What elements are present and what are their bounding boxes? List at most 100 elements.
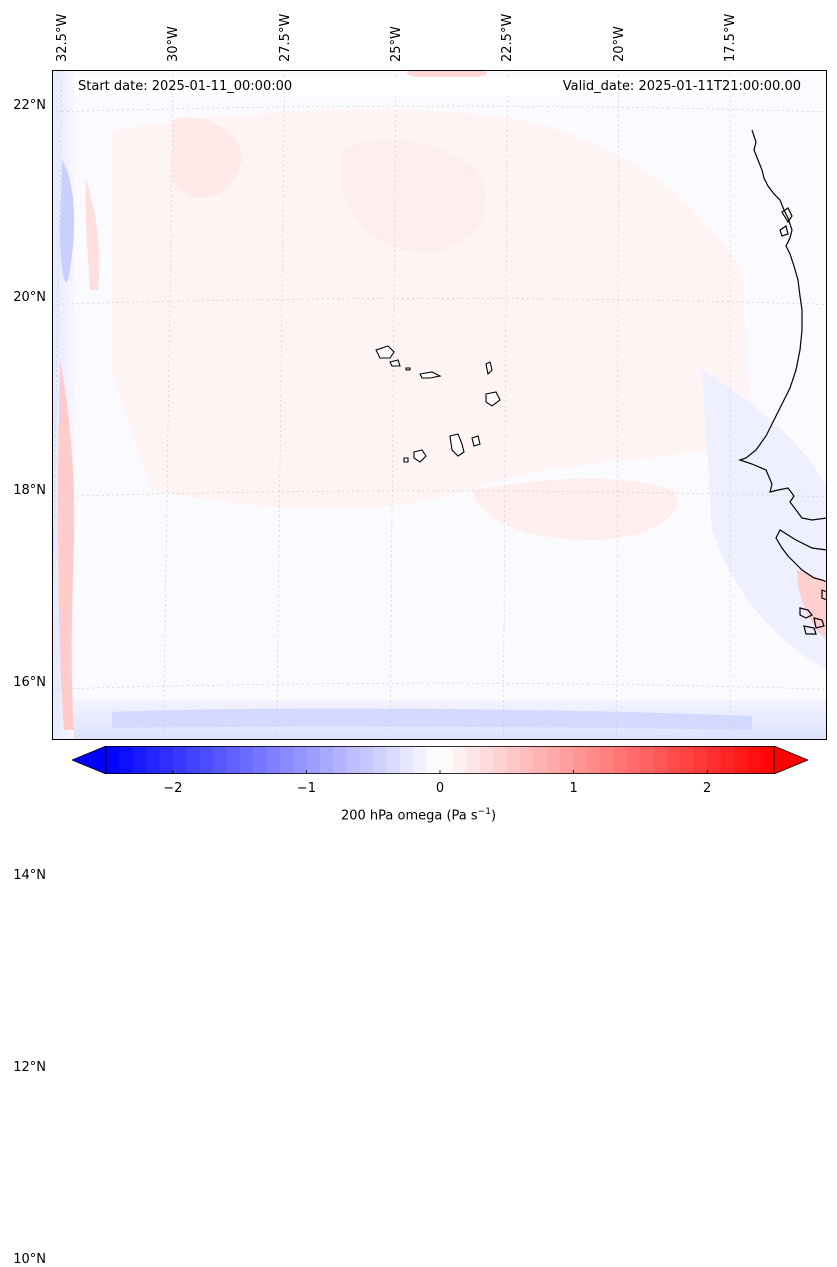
island-maio [471, 435, 481, 447]
colorbar-segment [613, 746, 628, 774]
latitude-label: 22°N [13, 98, 46, 113]
africa-coastline [738, 129, 827, 521]
island-fogo [413, 449, 427, 463]
colorbar-segment [346, 746, 361, 774]
longitude-label-text: 22.5°W [500, 13, 516, 62]
colorbar-segment [720, 746, 735, 774]
map-canvas [52, 70, 827, 740]
latitude-label: 20°N [13, 290, 46, 306]
omega-positive-blob [797, 570, 827, 640]
colorbar-segment [747, 746, 762, 774]
colorbar-segment [466, 746, 481, 774]
meridian-line [503, 70, 508, 740]
coastal-island [779, 225, 789, 237]
colorbar-segment [760, 746, 775, 774]
colorbar-segment [453, 746, 468, 774]
parallel-line [52, 682, 827, 690]
colorbar-segment [119, 746, 134, 774]
colorbar-segment [186, 746, 201, 774]
longitude-label: 22.5°W [497, 0, 517, 62]
bijagos-islands [813, 617, 825, 629]
meridian-line [276, 70, 285, 740]
colorbar-segment [707, 746, 722, 774]
colorbar-segment [266, 746, 281, 774]
africa-coastline [775, 529, 827, 583]
colorbar-label-end: ) [490, 808, 497, 824]
island-brava [403, 457, 409, 463]
colorbar-extend-max [773, 746, 808, 774]
colorbar-segment [159, 746, 174, 774]
colorbar-tick-label: 1 [569, 781, 578, 796]
colorbar-tick-label: −1 [296, 781, 316, 796]
colorbar-segment [199, 746, 214, 774]
map-frame [52, 70, 827, 740]
colorbar-segment [520, 746, 535, 774]
omega-positive-band [58, 360, 75, 730]
colorbar-segment [560, 746, 575, 774]
island-santa-luzia [405, 367, 411, 371]
colorbar-segment [680, 746, 695, 774]
latitude-label: 18°N [13, 482, 46, 498]
colorbar-segment [627, 746, 641, 774]
omega-positive-band [85, 180, 100, 290]
colorbar-segment [386, 746, 401, 774]
colorbar-segment [132, 746, 147, 774]
omega-negative-band [60, 160, 75, 283]
colorbar-tick-label: 0 [435, 781, 445, 796]
colorbar-segment [733, 746, 748, 774]
island-sao-vicente [389, 359, 401, 367]
latitude-label: 16°N [13, 675, 46, 691]
colorbar-segment [440, 746, 454, 774]
graticule [52, 70, 827, 740]
omega-negative-band [702, 370, 827, 670]
colorbar-segment [212, 746, 227, 774]
colorbar [72, 746, 808, 774]
island-santo-antao [375, 345, 395, 359]
longitude-label-text: 30°W [166, 26, 182, 62]
colorbar-segment [172, 746, 187, 774]
colorbar-segment [693, 746, 708, 774]
latitude-label: 14°N [13, 867, 46, 883]
colorbar-segment [533, 746, 548, 774]
start-date-label: Start date: 2025-01-11_00:00:00 [74, 77, 297, 96]
colorbar-segment [319, 746, 334, 774]
colorbar-tick-label: 2 [703, 781, 712, 796]
longitude-label: 30°W [163, 0, 183, 62]
colorbar-label-exponent: −1 [477, 807, 491, 817]
colorbar-segment [239, 746, 254, 774]
colorbar-segment [493, 746, 508, 774]
colorbar-segment [426, 746, 441, 774]
omega-positive-region [112, 109, 752, 509]
meridian-line [163, 70, 174, 740]
colorbar-segment [146, 746, 161, 774]
latitude-label: 10°N [13, 1252, 46, 1267]
colorbar-extend-min [72, 746, 107, 774]
island-santiago [449, 433, 465, 457]
colorbar-segment [359, 746, 374, 774]
meridian-line [52, 70, 63, 646]
colorbar-segment [506, 746, 521, 774]
longitude-label-text: 17.5°W [723, 13, 738, 62]
bijagos-islands [803, 625, 817, 635]
omega-negative-band [112, 708, 752, 730]
colorbar-tick-label: −2 [163, 781, 183, 796]
longitude-label-text: 25°W [389, 26, 404, 62]
parallel-line [52, 490, 827, 498]
island-sal [485, 361, 493, 376]
colorbar-segment [293, 746, 307, 774]
parallel-line [52, 105, 827, 113]
longitude-label: 32.5°W [52, 0, 72, 62]
colorbar-segment [600, 746, 615, 774]
colorbar-label-main: 200 hPa omega (Pa s [340, 808, 478, 824]
longitude-label: 20°W [609, 0, 629, 62]
colorbar-segment [546, 746, 561, 774]
colorbar-segment [480, 746, 495, 774]
longitude-label-text: 20°W [611, 26, 627, 62]
omega-positive-region [472, 478, 678, 540]
colorbar-segment [573, 746, 588, 774]
omega-positive-region [342, 139, 487, 252]
island-boa-vista [485, 391, 501, 407]
longitude-label: 27.5°W [275, 0, 295, 62]
parallel-line [52, 298, 827, 305]
colorbar-segment [640, 746, 655, 774]
